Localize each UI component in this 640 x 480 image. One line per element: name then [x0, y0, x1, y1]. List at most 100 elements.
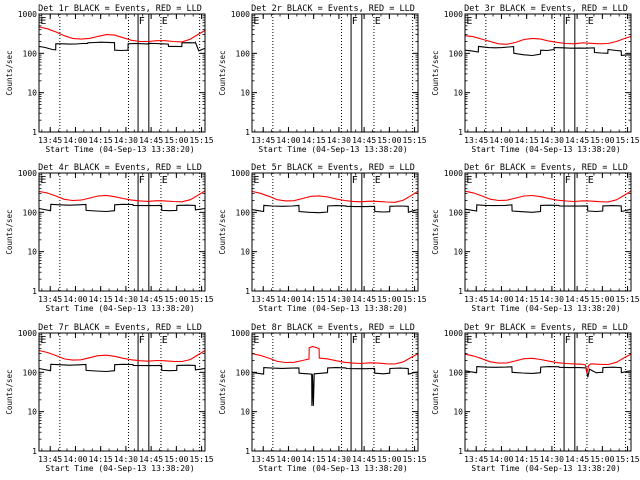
lld-series-line	[251, 346, 419, 365]
flag-label-E: E	[162, 16, 168, 27]
x-tick-label: 14:15	[515, 136, 539, 145]
panel-det-3r: Det 3r BLACK = Events, RED = LLD E F E 1 10 10…	[431, 4, 640, 154]
y-tick-label: 10	[240, 89, 250, 98]
events-series-line	[251, 367, 419, 406]
flag-label-E: E	[40, 16, 46, 27]
x-tick-label: 14:30	[540, 136, 564, 145]
flag-label-E: E	[253, 175, 259, 186]
x-axis-label: Start Time (04-Sep-13 13:38:20)	[45, 304, 194, 313]
x-tick-label: 14:30	[540, 295, 564, 304]
flag-label-E: E	[253, 16, 259, 27]
x-tick-label: 13:45	[464, 455, 488, 464]
x-tick-label: 15:00	[377, 295, 401, 304]
y-tick-label: 10	[27, 408, 37, 417]
plot-frame	[38, 13, 206, 133]
x-tick-label: 14:00	[489, 295, 513, 304]
x-tick-label: 15:15	[403, 295, 427, 304]
flag-label-F: F	[565, 335, 571, 346]
panel-title: Det 9r BLACK = Events, RED = LLD	[464, 323, 628, 333]
x-tick-label: 14:00	[276, 295, 300, 304]
x-tick-label: 15:15	[403, 455, 427, 464]
x-tick-label: 14:45	[352, 295, 376, 304]
x-tick-label: 14:45	[352, 136, 376, 145]
flag-label-E: E	[375, 16, 381, 27]
x-tick-label: 13:45	[251, 136, 275, 145]
events-series-line	[464, 45, 632, 57]
flag-label-E: E	[375, 175, 381, 186]
x-tick-label: 14:00	[489, 136, 513, 145]
x-tick-label: 15:15	[616, 136, 640, 145]
flag-label-E: E	[588, 16, 594, 27]
y-tick-label: 1	[245, 447, 250, 456]
x-tick-label: 13:45	[464, 295, 488, 304]
y-axis-label: Counts/sec	[431, 50, 440, 95]
y-axis-label: Counts/sec	[5, 50, 14, 95]
x-tick-label: 14:30	[327, 455, 351, 464]
plot-frame	[251, 13, 419, 133]
y-tick-label: 1000	[444, 10, 463, 19]
flag-label-F: F	[139, 175, 145, 186]
x-axis-label: Start Time (04-Sep-13 13:38:20)	[45, 145, 194, 154]
y-tick-label: 1	[32, 128, 37, 137]
x-tick-label: 14:30	[114, 455, 138, 464]
x-tick-label: 14:45	[352, 455, 376, 464]
x-tick-label: 13:45	[251, 295, 275, 304]
panel-title: Det 6r BLACK = Events, RED = LLD	[464, 163, 628, 173]
flag-label-E: E	[375, 335, 381, 346]
x-tick-label: 14:00	[276, 455, 300, 464]
y-tick-label: 10	[453, 89, 463, 98]
x-tick-label: 15:00	[590, 455, 614, 464]
flag-label-E: E	[40, 335, 46, 346]
flag-label-E: E	[466, 175, 472, 186]
flag-label-E: E	[588, 175, 594, 186]
events-series-line	[38, 203, 206, 213]
y-tick-label: 1	[245, 287, 250, 296]
x-tick-label: 15:00	[590, 295, 614, 304]
panel-det-9r: Det 9r BLACK = Events, RED = LLD E F E 1 10 10…	[431, 323, 640, 473]
x-tick-label: 14:15	[89, 136, 113, 145]
x-tick-label: 13:45	[38, 455, 62, 464]
y-axis-label: Counts/sec	[218, 50, 227, 95]
flag-label-E: E	[40, 175, 46, 186]
panel-det-4r: Det 4r BLACK = Events, RED = LLD E F E 1 10 10…	[5, 163, 214, 313]
x-axis-label: Start Time (04-Sep-13 13:38:20)	[471, 145, 620, 154]
x-tick-label: 14:45	[565, 295, 589, 304]
panel-title: Det 1r BLACK = Events, RED = LLD	[38, 4, 202, 14]
x-tick-label: 14:30	[327, 295, 351, 304]
panel-det-5r: Det 5r BLACK = Events, RED = LLD E F E 1 10 10…	[218, 163, 427, 313]
y-axis-label: Counts/sec	[218, 369, 227, 414]
flag-label-E: E	[162, 335, 168, 346]
y-tick-label: 10	[27, 248, 37, 257]
x-tick-label: 15:00	[164, 295, 188, 304]
events-series-line	[38, 363, 206, 373]
x-tick-label: 14:00	[276, 136, 300, 145]
y-tick-label: 10	[240, 408, 250, 417]
flag-label-F: F	[352, 16, 358, 27]
y-tick-label: 1000	[444, 169, 463, 178]
x-tick-label: 14:30	[114, 295, 138, 304]
flag-label-E: E	[162, 175, 168, 186]
plot-frame	[38, 172, 206, 292]
y-tick-label: 1000	[231, 10, 250, 19]
flag-label-F: F	[139, 335, 145, 346]
x-tick-label: 13:45	[464, 136, 488, 145]
x-axis-label: Start Time (04-Sep-13 13:38:20)	[258, 145, 407, 154]
flag-label-F: F	[352, 335, 358, 346]
y-tick-label: 1000	[18, 329, 37, 338]
x-tick-label: 15:00	[164, 136, 188, 145]
y-tick-label: 1000	[18, 10, 37, 19]
lld-series-line	[251, 190, 419, 203]
x-tick-label: 15:15	[616, 455, 640, 464]
lld-series-line	[38, 26, 206, 43]
flag-label-F: F	[352, 175, 358, 186]
y-tick-label: 100	[23, 208, 38, 217]
y-tick-label: 100	[23, 368, 38, 377]
y-tick-label: 1000	[231, 169, 250, 178]
x-tick-label: 14:15	[89, 455, 113, 464]
x-tick-label: 14:30	[327, 136, 351, 145]
x-tick-label: 14:00	[63, 455, 87, 464]
x-tick-label: 15:15	[616, 295, 640, 304]
y-tick-label: 100	[236, 49, 251, 58]
panel-title: Det 8r BLACK = Events, RED = LLD	[251, 323, 415, 333]
